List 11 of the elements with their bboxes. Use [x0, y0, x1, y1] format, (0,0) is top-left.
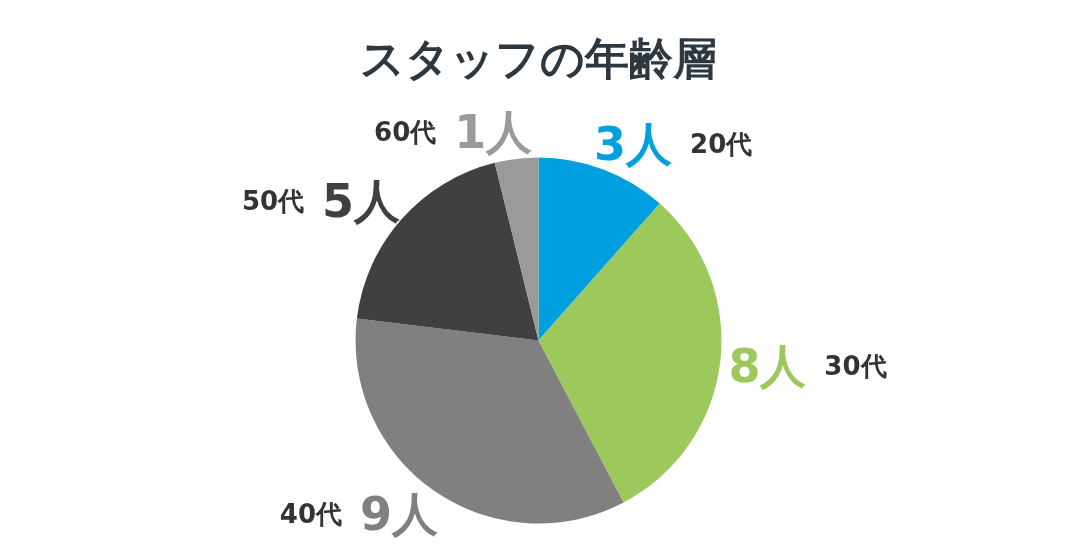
chart-title: スタッフの年齢層 [360, 33, 717, 84]
data-label: 8人 [728, 338, 807, 393]
slice-label: 60代 [374, 116, 437, 147]
data-label: 5人 [321, 173, 400, 228]
slice-label: 20代 [690, 128, 753, 159]
slice-label: 50代 [241, 185, 305, 216]
data-label: 1人 [454, 104, 533, 159]
data-label: 9人 [359, 486, 438, 541]
data-label: 3人 [594, 116, 673, 171]
slice-label: 40代 [279, 498, 343, 529]
slice-label: 30代 [824, 350, 887, 381]
